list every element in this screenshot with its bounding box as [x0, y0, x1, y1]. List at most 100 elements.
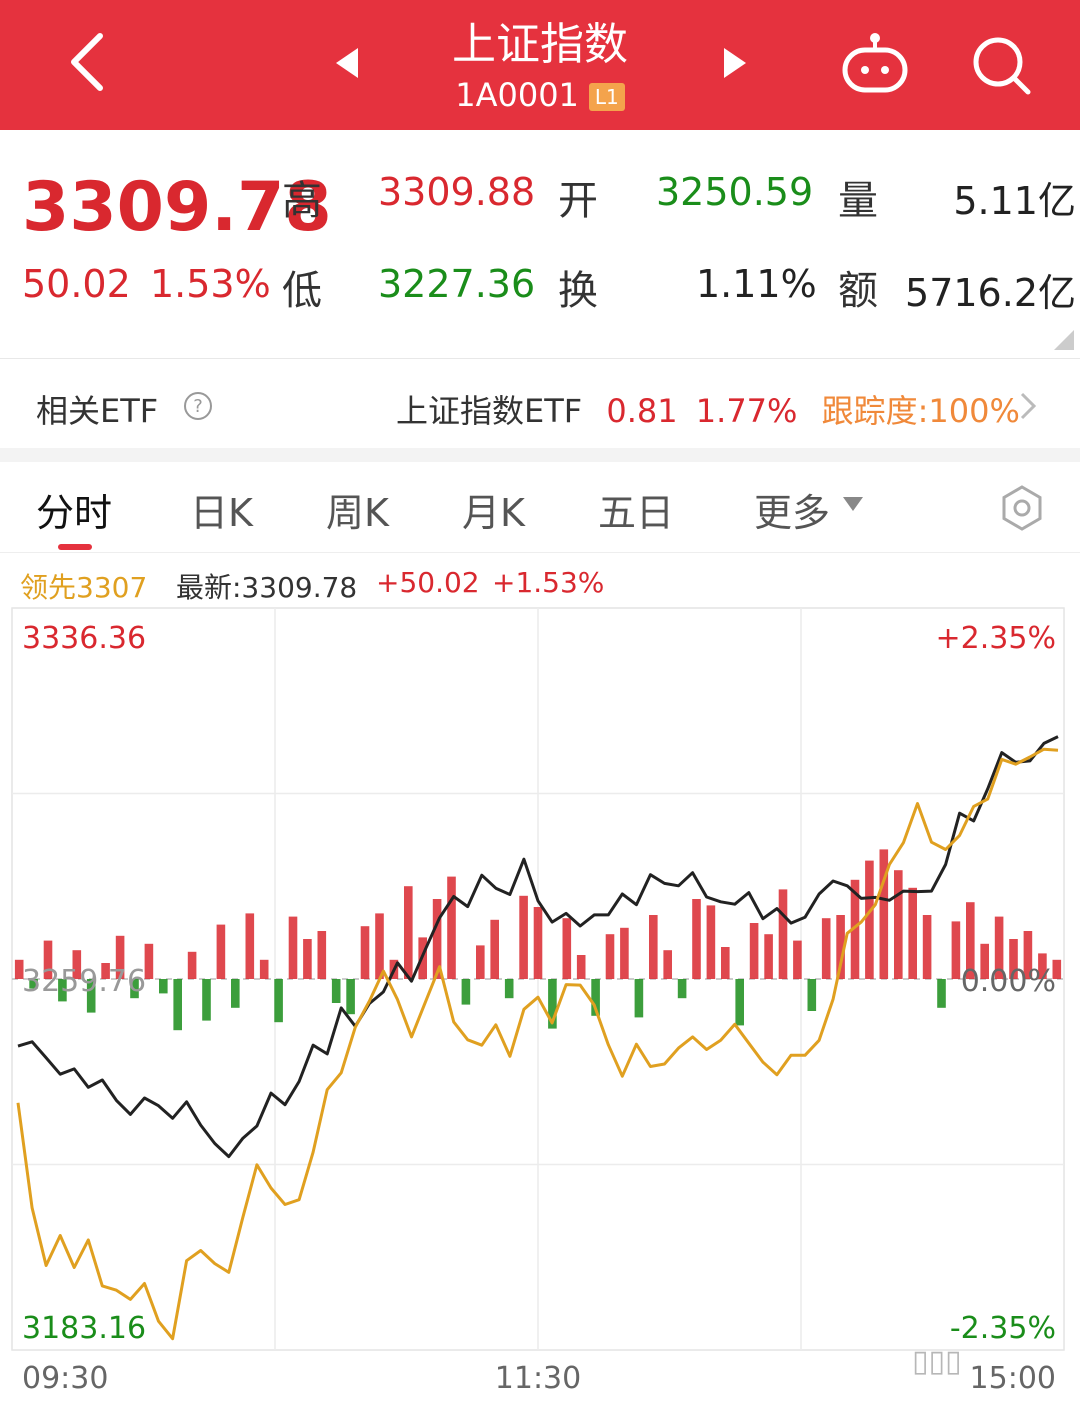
y-min-label: 3183.16 [22, 1311, 146, 1346]
volume-bar [749, 923, 759, 979]
volume-bar [159, 979, 168, 994]
tab-day-k[interactable]: 日K [190, 491, 253, 535]
volume-bar [836, 915, 845, 979]
volume-bar [360, 926, 370, 979]
price-change-pct: 1.53% [150, 262, 271, 306]
y-max-pct-label: +2.35% [936, 621, 1056, 656]
volume-bar [908, 887, 917, 979]
more-dropdown-icon[interactable] [842, 496, 864, 512]
volume-bar [72, 950, 82, 979]
volume-bar [793, 940, 802, 979]
volume-bar [764, 934, 773, 979]
volume-bar [821, 918, 831, 979]
amount-value: 5716.2亿 [905, 271, 1076, 315]
volume-bar [288, 916, 298, 979]
x-label-mid: 11:30 [495, 1361, 581, 1396]
volume-bar [432, 899, 442, 979]
price-line [17, 735, 1059, 1159]
volume-bar [476, 945, 485, 979]
latest-pct: +1.53% [492, 566, 605, 599]
etf-divider [0, 358, 1080, 359]
volume-bar [1009, 939, 1018, 979]
volume-bar [115, 935, 125, 979]
tab-five-day[interactable]: 五日 [598, 491, 675, 535]
chevron-right-icon[interactable] [1016, 390, 1040, 422]
volume-bar [331, 979, 341, 1003]
volume-bar [778, 889, 788, 979]
volume-bar [735, 979, 744, 1026]
volume-bar [404, 886, 413, 979]
volume-bar [346, 979, 355, 1015]
low-label: 低 [282, 268, 322, 314]
header-code-row: 1A0001 L1 [0, 76, 1080, 114]
etf-row[interactable]: 上证指数ETF 0.81 1.77% 跟踪度:100% [396, 386, 1020, 432]
volume-bar [259, 959, 269, 979]
volume-bar [951, 921, 961, 979]
volume-bar [187, 951, 197, 979]
svg-text:?: ? [193, 396, 203, 417]
level-badge: L1 [588, 83, 625, 111]
volume-bar [504, 979, 514, 999]
volume-bar [447, 876, 456, 979]
volume-bar [317, 931, 327, 979]
volume-bar [663, 950, 672, 979]
header-bar [0, 0, 1080, 130]
intraday-chart[interactable]: 3336.36 +2.35% 3259.76 0.00% 3183.16 -2.35% 09… [0, 600, 1080, 1400]
tab-week-k[interactable]: 周K [326, 491, 389, 535]
volume-bar [706, 905, 716, 979]
volume-bar [1052, 959, 1062, 979]
volume-bar [591, 979, 600, 1016]
volume-bar [245, 913, 255, 979]
watermark-glyphs: ▯▯▯ [912, 1344, 962, 1379]
volume-bar [101, 963, 110, 979]
etf-label: 相关ETF [36, 392, 159, 430]
latest-value: 最新:3309.78 [176, 571, 358, 604]
stock-code: 1A0001 [455, 76, 579, 114]
tab-month-k[interactable]: 月K [462, 491, 525, 535]
etf-tracking: 跟踪度:100% [821, 392, 1020, 430]
high-value: 3309.88 [378, 170, 536, 214]
tabs-divider [0, 552, 1080, 553]
section-separator [0, 448, 1080, 462]
volume-bar [14, 959, 24, 979]
etf-price: 0.81 [606, 392, 678, 430]
volume-bar [865, 860, 874, 979]
etf-name: 上证指数ETF [396, 392, 583, 430]
volume-bar [130, 979, 139, 999]
active-tab-indicator [58, 544, 92, 550]
expand-corner-icon[interactable] [1054, 330, 1074, 350]
prev-triangle-icon[interactable] [334, 46, 362, 80]
volume-bar [620, 927, 629, 979]
tab-intraday[interactable]: 分时 [36, 491, 113, 535]
settings-hexagon-icon[interactable] [998, 484, 1046, 532]
help-icon[interactable]: ? [182, 390, 214, 422]
volume-bar [807, 979, 817, 1011]
y-max-label: 3336.36 [22, 621, 146, 656]
volume-bar [548, 979, 557, 1029]
robot-icon[interactable] [840, 32, 910, 96]
volume-bar [850, 879, 860, 979]
volume-bar [533, 907, 543, 979]
tab-more[interactable]: 更多 [754, 491, 831, 535]
volume-bar [231, 979, 240, 1008]
volume-label: 量 [838, 178, 878, 224]
volume-bar [303, 939, 312, 979]
open-label: 开 [558, 178, 598, 224]
volume-bar [605, 934, 615, 979]
volume-bar [375, 913, 384, 979]
volume-bar [1023, 931, 1033, 979]
price-change: 50.02 [22, 262, 131, 306]
volume-bar [649, 915, 658, 979]
etf-pct: 1.77% [695, 392, 798, 430]
y-mid-pct-label: 0.00% [961, 964, 1056, 999]
y-mid-label: 3259.76 [22, 964, 146, 999]
volume-bar [173, 979, 182, 1031]
volume-bar [58, 979, 67, 1002]
page-title: 上证指数 [452, 19, 628, 70]
volume-bar [490, 919, 499, 979]
volume-bar [894, 870, 903, 979]
volume-bar [980, 943, 989, 979]
next-triangle-icon[interactable] [720, 46, 748, 80]
back-chevron-icon[interactable] [64, 30, 114, 94]
search-icon[interactable] [970, 34, 1034, 98]
